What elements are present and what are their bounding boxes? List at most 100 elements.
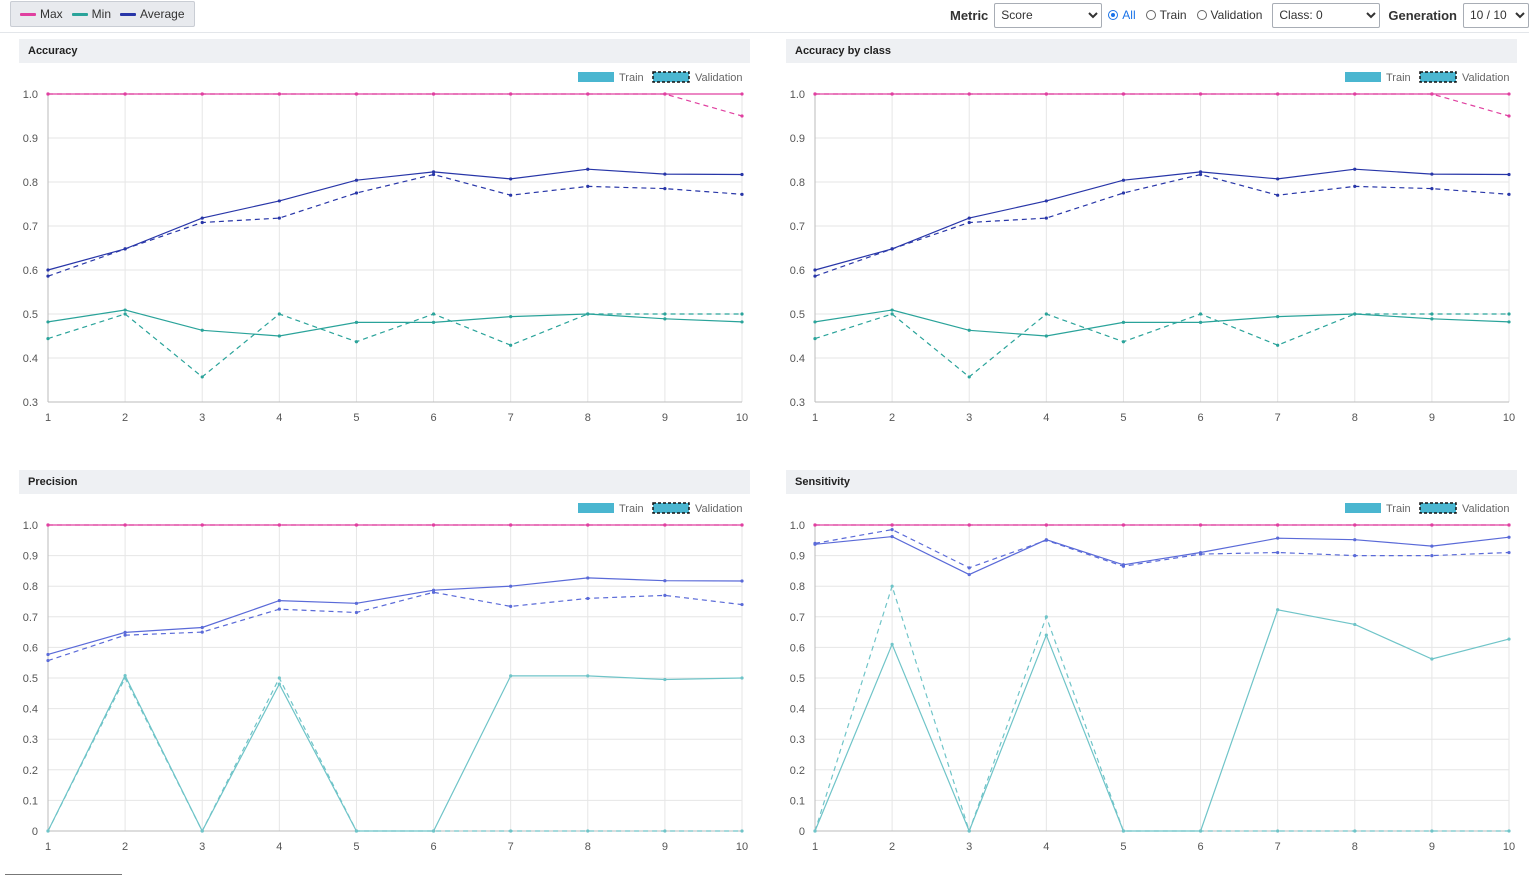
data-point-avg-train <box>1276 536 1280 540</box>
data-point-max-validation <box>586 523 590 527</box>
data-point-avg-validation <box>46 658 50 663</box>
data-point-avg-train <box>586 167 590 171</box>
train-swatch-icon <box>578 72 614 82</box>
data-point-max-validation <box>967 523 971 527</box>
scrollbar-indicator <box>5 874 122 875</box>
y-tick-label: 0.7 <box>23 612 38 624</box>
data-point-avg-train <box>1044 199 1048 203</box>
radio-train[interactable]: Train <box>1145 8 1187 22</box>
x-tick-label: 8 <box>585 412 591 424</box>
data-point-avg-validation <box>663 187 667 191</box>
data-point-min-train <box>586 674 590 678</box>
data-point-min-train <box>890 642 894 646</box>
chart-title: Accuracy by class <box>786 39 1517 63</box>
data-point-avg-train <box>509 177 513 181</box>
legend-validation-label: Validation <box>695 72 743 84</box>
y-tick-label: 0.5 <box>23 673 38 685</box>
chart-svg: 0 0.1 0.2 0.3 0.4 0.5 0.6 0.7 0.8 0.9 1.0 1 2 3 4 5 6 7 8 9… <box>23 502 748 853</box>
y-tick-label: 0 <box>799 826 805 838</box>
y-tick-label: 0.5 <box>790 673 805 685</box>
data-point-min-train <box>813 320 817 324</box>
legend-item-min[interactable]: Min <box>71 7 111 21</box>
validation-swatch-icon <box>1419 71 1457 83</box>
x-tick-label: 1 <box>45 841 51 853</box>
data-point-min-validation <box>1198 829 1203 833</box>
legend-train-label: Train <box>1386 72 1411 84</box>
metric-select[interactable]: Score <box>994 2 1103 28</box>
x-tick-label: 2 <box>122 841 128 853</box>
data-point-avg-train <box>354 601 359 605</box>
data-point-avg-train <box>1430 544 1434 548</box>
series-line-min-train <box>814 309 1510 337</box>
data-point-avg-train <box>1507 172 1511 177</box>
legend-item-average[interactable]: Average <box>120 7 185 21</box>
data-point-min-train <box>1430 317 1434 321</box>
data-point-min-train <box>740 320 744 324</box>
data-point-min-validation <box>277 312 281 316</box>
data-point-avg-validation <box>1276 193 1280 197</box>
data-point-min-train <box>1044 633 1048 637</box>
legend-item-max[interactable]: Max <box>20 7 63 21</box>
series-line-min-validation <box>47 313 742 378</box>
data-point-max-validation <box>200 523 204 527</box>
chart-title: Accuracy <box>19 39 750 63</box>
data-point-avg-train <box>1121 178 1126 182</box>
x-tick-label: 5 <box>353 841 359 853</box>
data-point-avg-train <box>967 216 971 220</box>
data-point-min-validation <box>46 829 50 833</box>
data-point-max-validation <box>1121 92 1126 96</box>
series-line-avg-train <box>47 168 743 271</box>
series-line-min-train <box>814 609 1510 833</box>
data-point-max-validation <box>1198 523 1203 527</box>
y-tick-label: 0.1 <box>23 795 38 807</box>
controls-bar: Metric Score All Train Validation Class:… <box>950 0 1529 30</box>
y-tick-label: 0.6 <box>23 265 38 277</box>
x-tick-label: 5 <box>1120 412 1126 424</box>
data-point-min-validation <box>663 829 667 833</box>
y-tick-label: 0.9 <box>790 133 805 145</box>
data-point-max-validation <box>663 523 667 527</box>
data-point-min-validation <box>967 375 971 379</box>
data-point-min-validation <box>1507 829 1511 833</box>
data-point-avg-validation <box>1121 191 1126 195</box>
data-point-avg-train <box>200 625 204 630</box>
y-tick-label: 0.2 <box>790 765 805 777</box>
series-line-max-validation <box>815 93 1510 117</box>
data-point-avg-validation <box>1121 564 1126 568</box>
data-point-min-validation <box>431 829 436 833</box>
data-point-min-train <box>890 308 894 312</box>
data-point-min-validation <box>354 829 359 833</box>
y-tick-label: 0.7 <box>790 612 805 624</box>
y-tick-label: 0.6 <box>790 265 805 277</box>
x-tick-label: 10 <box>736 412 748 424</box>
data-point-min-train <box>1044 334 1048 338</box>
data-point-max-validation <box>277 92 281 96</box>
data-point-min-validation <box>123 676 127 680</box>
generation-select[interactable]: 10 / 10 <box>1463 2 1529 28</box>
legend-validation-label: Validation <box>695 503 743 515</box>
x-tick-label: 3 <box>966 841 972 853</box>
data-point-min-validation <box>509 343 513 347</box>
data-point-max-validation <box>1198 92 1203 96</box>
data-point-avg-validation <box>890 247 894 251</box>
data-point-max-validation <box>967 92 971 96</box>
data-point-avg-train <box>1276 177 1280 181</box>
radio-validation[interactable]: Validation <box>1196 8 1262 22</box>
y-tick-label: 0.8 <box>23 177 38 189</box>
data-point-min-train <box>663 677 667 682</box>
class-select[interactable]: Class: 0 <box>1272 2 1381 28</box>
radio-all[interactable]: All <box>1108 8 1136 22</box>
data-point-avg-train <box>1353 538 1357 542</box>
data-point-avg-train <box>1507 535 1511 539</box>
data-point-min-validation <box>1276 343 1280 347</box>
data-point-min-validation <box>431 312 436 316</box>
data-point-max-validation <box>46 523 50 527</box>
radio-all-icon <box>1108 10 1119 20</box>
data-point-avg-validation <box>431 590 436 594</box>
data-point-avg-validation <box>663 593 667 597</box>
x-tick-label: 1 <box>45 412 51 424</box>
x-tick-label: 4 <box>276 412 282 424</box>
x-tick-label: 10 <box>1503 841 1515 853</box>
x-tick-label: 10 <box>1503 412 1515 424</box>
x-tick-label: 5 <box>353 412 359 424</box>
